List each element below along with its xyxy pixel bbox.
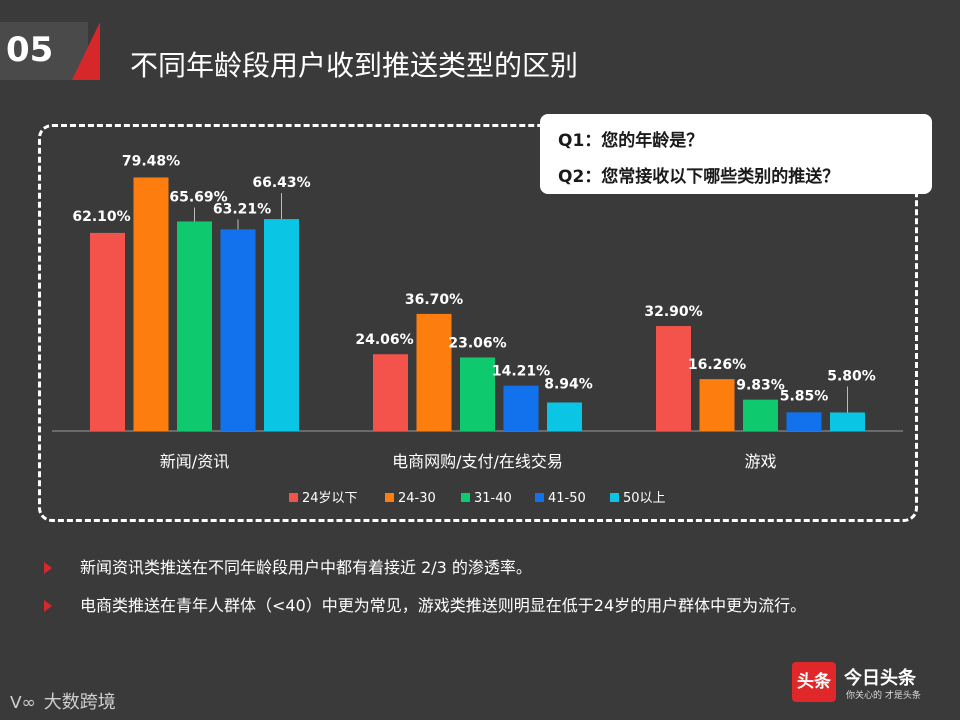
data-label: 62.10% [72, 209, 130, 225]
bar [177, 221, 212, 431]
data-label: 5.85% [780, 388, 829, 404]
section-number: 05 [6, 30, 54, 70]
question-1: Q1：您的年龄是？ [558, 131, 704, 151]
category-label: 电商网购/支付/在线交易 [392, 452, 563, 471]
bullet-text: 电商类推送在青年人群体（<40）中更为常见，游戏类推送则明显在低于24岁的用户群… [80, 596, 807, 615]
category-label: 游戏 [744, 452, 776, 471]
title-accent-slash [72, 22, 100, 80]
toutiao-slogan: 你关心的 才是头条 [846, 691, 921, 701]
bullet-text: 新闻资讯类推送在不同年龄段用户中都有着接近 2/3 的渗透率。 [80, 558, 532, 577]
data-label: 8.94% [544, 376, 593, 392]
data-label: 14.21% [492, 364, 550, 380]
question-2: Q2：您常接收以下哪些类别的推送？ [558, 167, 840, 187]
toutiao-app-name: 今日头条 [844, 668, 916, 689]
chart-frame [38, 124, 918, 522]
bar [699, 379, 735, 431]
legend-swatch [610, 493, 619, 502]
bar [264, 219, 299, 431]
bar [416, 313, 452, 431]
bar [786, 412, 822, 431]
data-label: 63.21% [213, 201, 271, 217]
legend-swatch [461, 493, 470, 502]
page-title: 不同年龄段用户收到推送类型的区别 [130, 49, 579, 82]
data-label: 16.26% [688, 357, 746, 373]
data-label: 66.43% [252, 175, 310, 191]
data-label: 9.83% [736, 378, 785, 394]
brand-symbol-icon: ᐯ∞ [10, 693, 36, 713]
bar [547, 402, 582, 431]
data-label: 5.80% [827, 368, 876, 384]
legend-label: 41-50 [548, 491, 586, 506]
bar [830, 412, 865, 431]
legend-label: 50以上 [623, 491, 666, 506]
bar [503, 385, 539, 431]
legend-swatch [289, 493, 298, 502]
bar [90, 232, 125, 431]
legend-label: 31-40 [474, 491, 512, 506]
bar [460, 357, 495, 431]
toutiao-logo-badge: 头条 [792, 662, 836, 702]
bar [743, 399, 778, 431]
legend-label: 24岁以下 [302, 491, 358, 506]
bullet-marker [44, 562, 52, 574]
data-label: 65.69% [169, 189, 227, 205]
data-label: 23.06% [448, 335, 506, 351]
data-label: 24.06% [355, 332, 413, 348]
legend-label: 24-30 [398, 491, 436, 506]
bar [656, 326, 691, 431]
data-label: 79.48% [122, 153, 180, 169]
bullet-marker [44, 600, 52, 612]
brand-logo: ᐯ∞ 大数跨境 [10, 688, 116, 714]
bar [373, 354, 408, 431]
legend-swatch [535, 493, 544, 502]
data-label: 32.90% [644, 304, 702, 320]
legend-swatch [385, 493, 394, 502]
bar [133, 177, 169, 431]
category-label: 新闻/资讯 [160, 452, 229, 471]
brand-name: 大数跨境 [43, 692, 116, 713]
data-label: 36.70% [405, 292, 463, 308]
question-box: Q1：您的年龄是？ Q2：您常接收以下哪些类别的推送？ [540, 114, 932, 194]
bar [220, 229, 256, 431]
